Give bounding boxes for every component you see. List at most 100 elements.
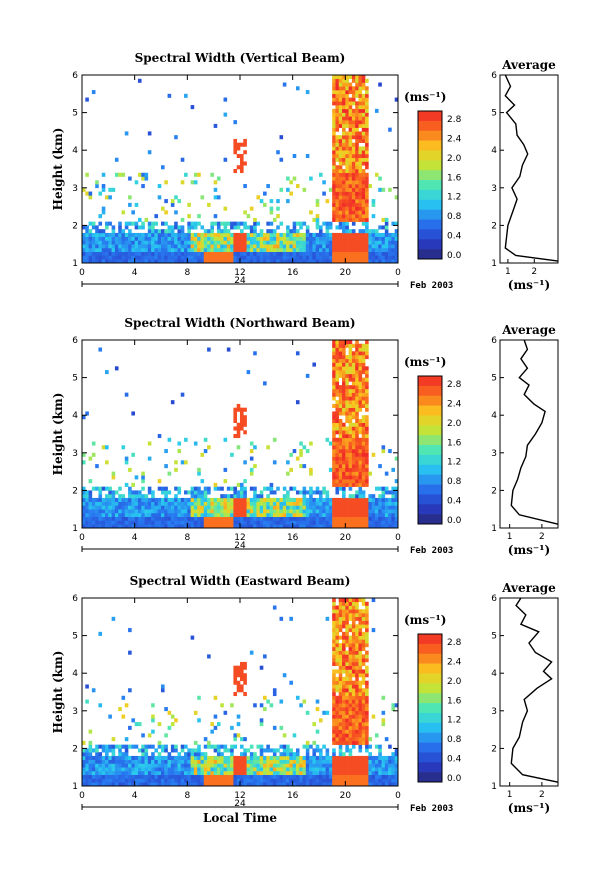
heatmap-cell [338, 669, 343, 674]
heatmap-cell [240, 669, 244, 674]
heatmap-cell [348, 646, 353, 651]
heatmap-cell [184, 437, 188, 442]
heatmap-cell [236, 520, 241, 525]
heatmap-cell [111, 497, 116, 502]
heatmap-cell [351, 78, 356, 83]
heatmap-cell [345, 605, 349, 610]
heatmap-cell [256, 244, 261, 249]
heatmap-cell [292, 524, 297, 529]
heatmap-cell [361, 680, 366, 685]
heatmap-cell [368, 752, 372, 757]
heatmap-cell [345, 400, 349, 405]
heatmap-cell [147, 509, 152, 514]
heatmap-cell [88, 244, 93, 249]
heatmap-cell [368, 744, 372, 749]
heatmap-cell [361, 692, 366, 697]
heatmap-cell [207, 778, 211, 783]
heatmap-cell [338, 407, 343, 412]
heatmap-cell [295, 501, 300, 506]
heatmap-cell [141, 763, 145, 768]
heatmap-cell [154, 778, 159, 783]
heatmap-cell [236, 497, 241, 502]
heatmap-cell [361, 471, 366, 476]
heatmap-cell [151, 744, 155, 749]
heatmap-cell [177, 778, 182, 783]
heatmap-cell [207, 744, 211, 749]
heatmap-cell [342, 452, 346, 457]
heatmap-cell [118, 240, 122, 245]
heatmap-cell [95, 512, 99, 518]
heatmap-cell [342, 650, 346, 655]
heatmap-cell [190, 221, 195, 226]
heatmap-cell [210, 722, 214, 727]
heatmap-cell [180, 512, 185, 518]
heatmap-cell [230, 232, 234, 237]
heatmap-cell [332, 729, 336, 734]
heatmap-cell [342, 347, 346, 352]
heatmap-cell [335, 710, 340, 715]
heatmap-cell [309, 441, 313, 446]
heatmap-cell [88, 251, 93, 256]
heatmap-cell [157, 232, 162, 237]
heatmap-cell [338, 169, 343, 174]
heatmap-cell [213, 501, 218, 506]
heatmap-cell [365, 347, 369, 352]
heatmap-cell [335, 236, 340, 241]
heatmap-cell [302, 255, 307, 260]
heatmap-cell [190, 251, 195, 256]
heatmap-cell [177, 767, 182, 772]
heatmap-cell [114, 259, 119, 264]
heatmap-cell [272, 236, 277, 241]
heatmap-cell [213, 251, 218, 256]
heatmap-cell [151, 221, 155, 226]
heatmap-cell [355, 244, 359, 249]
heatmap-cell [325, 199, 330, 204]
heatmap-cell [345, 744, 349, 749]
heatmap-cell [348, 658, 353, 663]
heatmap-cell [365, 415, 369, 420]
heatmap-cell [368, 229, 372, 234]
heatmap-cell [111, 763, 116, 768]
heatmap-cell [355, 669, 359, 674]
heatmap-cell [335, 520, 340, 525]
colorbar-tick-label: 0.0 [447, 516, 462, 526]
heatmap-cell [121, 770, 126, 776]
heatmap-cell [124, 244, 129, 249]
heatmap-cell [342, 646, 346, 651]
heatmap-cell [118, 759, 122, 764]
heatmap-cell [302, 221, 307, 226]
heatmap-cell [282, 259, 287, 264]
colorbar-tick-label: 2.0 [447, 154, 462, 164]
heatmap-cell [355, 475, 359, 480]
heatmap-cell [342, 598, 346, 603]
heatmap-cell [312, 770, 317, 776]
heatmap-cell [263, 381, 267, 386]
heatmap-cell [358, 184, 363, 189]
heatmap-cell [246, 516, 251, 521]
heatmap-cell [332, 680, 336, 685]
heatmap-cell [236, 722, 241, 727]
heatmap-cell [200, 232, 205, 237]
heatmap-cell [335, 501, 340, 506]
colorbar-tick-label: 2.4 [447, 399, 462, 409]
heatmap-cell [338, 362, 343, 367]
heatmap-cell [358, 75, 363, 80]
heatmap-cell [322, 520, 326, 525]
heatmap-cell [302, 445, 307, 450]
heatmap-cell [378, 516, 382, 521]
heatmap-cell [332, 214, 336, 219]
heatmap-cell [236, 767, 241, 772]
heatmap-cell [348, 426, 353, 431]
heatmap-cell [342, 505, 346, 510]
heatmap-cell [207, 512, 211, 518]
heatmap-cell [315, 744, 320, 749]
heatmap-cell [335, 180, 340, 185]
heatmap-cell [361, 778, 366, 783]
heatmap-cell [137, 232, 142, 237]
heatmap-cell [203, 770, 208, 776]
heatmap-cell [351, 157, 356, 162]
heatmap-cell [365, 355, 369, 360]
heatmap-cell [305, 509, 310, 514]
heatmap-cell [167, 725, 172, 730]
heatmap-cell [101, 520, 106, 525]
